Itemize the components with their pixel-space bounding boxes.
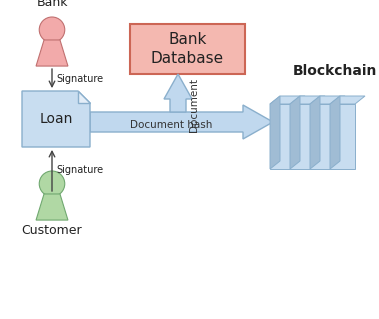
Text: Customer: Customer [22, 224, 82, 237]
Polygon shape [310, 96, 345, 104]
Polygon shape [130, 24, 245, 74]
Text: Bank
Database: Bank Database [151, 32, 224, 66]
Polygon shape [330, 96, 340, 169]
Text: Signature: Signature [56, 166, 103, 175]
Polygon shape [36, 194, 68, 220]
Polygon shape [90, 105, 273, 139]
Text: Bank: Bank [36, 0, 68, 9]
Polygon shape [270, 96, 280, 169]
Polygon shape [270, 104, 295, 169]
Polygon shape [270, 96, 305, 104]
Polygon shape [164, 74, 192, 112]
Polygon shape [290, 104, 315, 169]
Circle shape [39, 17, 65, 42]
Polygon shape [310, 96, 320, 169]
Polygon shape [78, 91, 90, 103]
Text: Document hash: Document hash [130, 120, 213, 130]
Polygon shape [290, 96, 325, 104]
Polygon shape [36, 40, 68, 66]
Text: Blockchain: Blockchain [293, 64, 377, 78]
Polygon shape [22, 91, 90, 147]
Text: Loan: Loan [39, 112, 73, 126]
Polygon shape [330, 96, 365, 104]
Text: Signature: Signature [56, 74, 103, 84]
Text: Document: Document [189, 78, 199, 132]
Polygon shape [290, 96, 300, 169]
Polygon shape [310, 104, 335, 169]
Polygon shape [330, 104, 355, 169]
Circle shape [39, 171, 65, 197]
